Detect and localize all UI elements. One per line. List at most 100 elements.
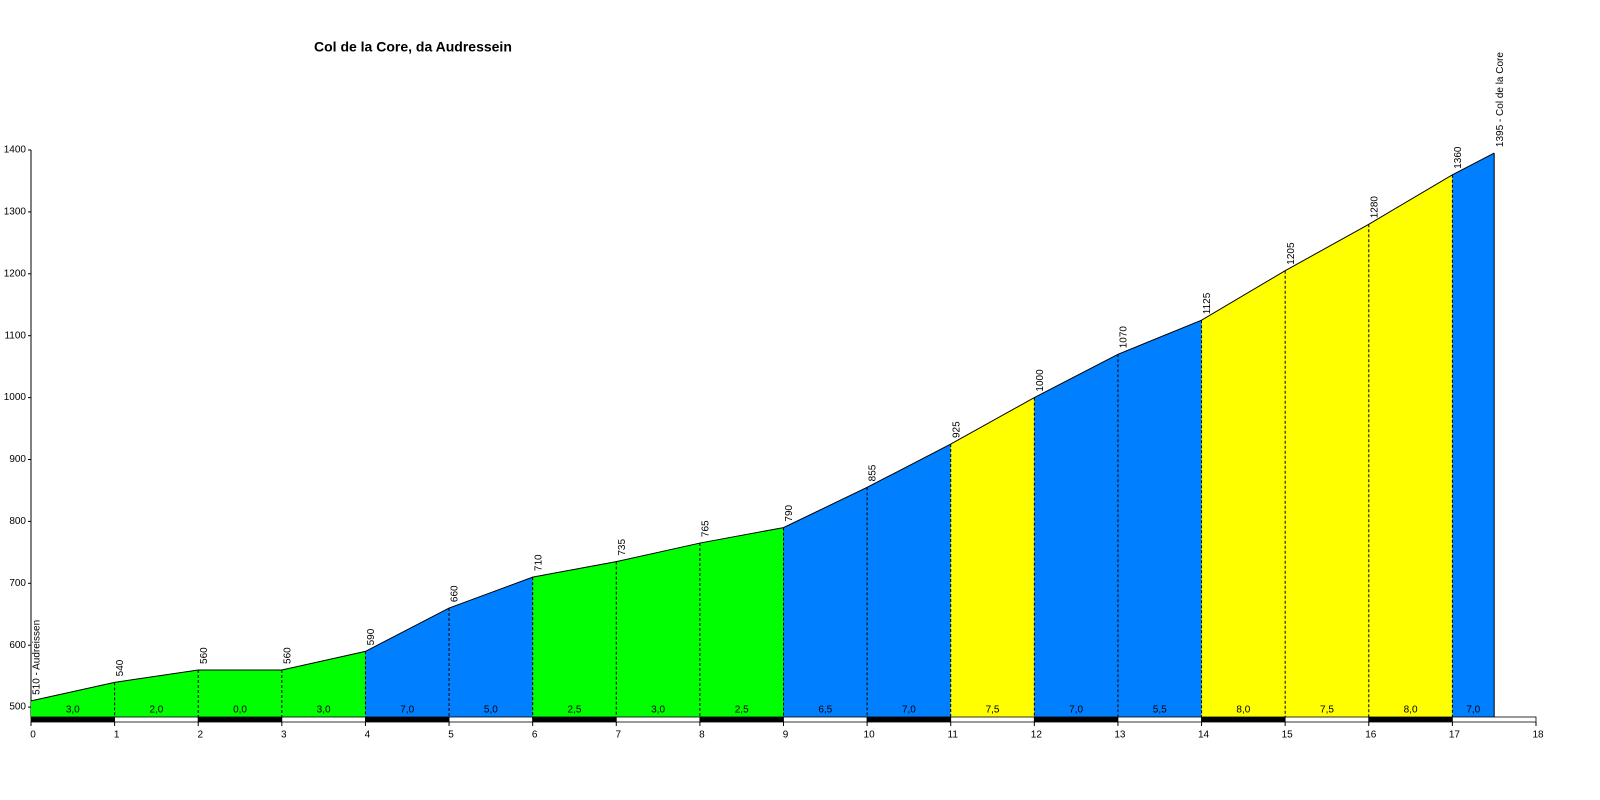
- elevation-label: 925: [951, 421, 962, 438]
- x-tick-label: 14: [1198, 730, 1210, 741]
- gradient-label: 0,0: [233, 705, 247, 716]
- elevation-label: 560: [199, 647, 210, 664]
- y-tick-label: 800: [9, 516, 26, 527]
- segment-area: [616, 543, 700, 717]
- km-bar: [281, 716, 366, 723]
- gradient-label: 3,0: [317, 705, 331, 716]
- x-tick-label: 4: [365, 730, 371, 741]
- segment-area: [1452, 153, 1495, 717]
- gradient-label: 2,0: [149, 705, 163, 716]
- elevation-label: 765: [701, 520, 712, 537]
- x-tick-label: 16: [1365, 730, 1377, 741]
- segment-area: [1117, 320, 1202, 717]
- x-tick-label: 9: [783, 730, 789, 741]
- chart-title: Col de la Core, da Audressein: [314, 39, 512, 55]
- x-tick-label: 13: [1114, 730, 1126, 741]
- segment-area: [1285, 224, 1369, 717]
- segment-area: [31, 682, 115, 717]
- segment-area: [699, 527, 784, 717]
- elevation-label: 1070: [1119, 326, 1130, 349]
- x-tick-label: 7: [615, 730, 621, 741]
- segment-area: [198, 669, 282, 717]
- x-tick-label: 5: [448, 730, 454, 741]
- x-tick-label: 10: [864, 730, 876, 741]
- gradient-label: 7,0: [400, 705, 414, 716]
- km-bar: [1368, 716, 1453, 723]
- y-tick-label: 1200: [4, 268, 27, 279]
- x-tick-label: 18: [1532, 730, 1544, 741]
- segment-area: [1201, 270, 1286, 717]
- km-bar: [1201, 716, 1286, 723]
- km-bar: [114, 716, 199, 723]
- y-tick-label: 600: [9, 640, 26, 651]
- km-bar: [699, 716, 784, 723]
- km-bar: [448, 716, 534, 723]
- y-tick-label: 500: [9, 702, 26, 713]
- y-tick-label: 1400: [4, 145, 27, 156]
- y-tick-label: 700: [9, 578, 26, 589]
- x-tick-label: 2: [197, 730, 203, 741]
- km-bar: [365, 716, 450, 723]
- x-tick-label: 0: [30, 730, 36, 741]
- x-tick-label: 15: [1282, 730, 1294, 741]
- km-bar: [1284, 716, 1370, 723]
- elevation-label: 855: [868, 464, 879, 481]
- elevation-label: 1395 - Col de la Core: [1495, 52, 1506, 147]
- km-bar: [1117, 716, 1202, 723]
- x-tick-label: 3: [281, 730, 287, 741]
- segment-area: [783, 487, 868, 717]
- km-bar: [532, 716, 617, 723]
- segment-area: [950, 397, 1035, 717]
- x-tick-label: 12: [1031, 730, 1043, 741]
- y-tick-label: 1000: [4, 392, 27, 403]
- elevation-label: 1360: [1453, 146, 1464, 169]
- elevation-label: 1205: [1286, 242, 1297, 265]
- gradient-label: 7,0: [902, 705, 916, 716]
- km-bar: [615, 716, 701, 723]
- km-bar: [866, 716, 952, 723]
- profile-line: [30, 152, 1495, 702]
- segment-area: [1034, 354, 1118, 717]
- elevation-label: 510 - Audreissen: [32, 620, 43, 695]
- elevation-label: 540: [115, 659, 126, 676]
- segment-area: [449, 577, 533, 717]
- x-tick-label: 1: [114, 730, 120, 741]
- gradient-label: 5,5: [1153, 705, 1167, 716]
- elevation-label: 735: [617, 539, 628, 556]
- gradient-label: 7,0: [1069, 705, 1083, 716]
- y-tick-label: 900: [9, 454, 26, 465]
- segment-area: [1368, 174, 1453, 717]
- x-tick-label: 11: [948, 730, 959, 741]
- gradient-label: 8,0: [1404, 705, 1418, 716]
- km-bar: [30, 716, 116, 723]
- elevation-label: 660: [450, 585, 461, 602]
- y-tick-label: 1100: [4, 330, 26, 341]
- gradient-label: 3,0: [651, 705, 665, 716]
- km-bar: [197, 716, 283, 723]
- elevation-label: 590: [366, 628, 377, 645]
- gradient-label: 6,5: [818, 705, 832, 716]
- elevation-label: 1280: [1369, 196, 1380, 219]
- gradient-label: 2,5: [735, 705, 749, 716]
- gradient-label: 7,0: [1466, 705, 1480, 716]
- km-bar: [1451, 716, 1537, 723]
- km-bar: [1033, 716, 1119, 723]
- km-bar: [950, 716, 1035, 723]
- gradient-label: 7,5: [1320, 705, 1334, 716]
- gradient-label: 5,0: [484, 705, 498, 716]
- elevation-label: 560: [282, 647, 293, 664]
- gradient-label: 3,0: [66, 705, 80, 716]
- elevation-label: 710: [533, 554, 544, 571]
- elevation-label: 790: [784, 504, 795, 521]
- segment-area: [532, 561, 617, 717]
- segment-area: [365, 608, 450, 717]
- km-bar: [783, 716, 868, 723]
- gradient-label: 2,5: [568, 705, 582, 716]
- segment-area: [867, 444, 951, 717]
- gradient-label: 7,5: [986, 705, 1000, 716]
- segment-area: [281, 651, 366, 717]
- segment-area: [114, 669, 199, 717]
- elevation-label: 1125: [1202, 292, 1213, 314]
- x-tick-label: 6: [532, 730, 538, 741]
